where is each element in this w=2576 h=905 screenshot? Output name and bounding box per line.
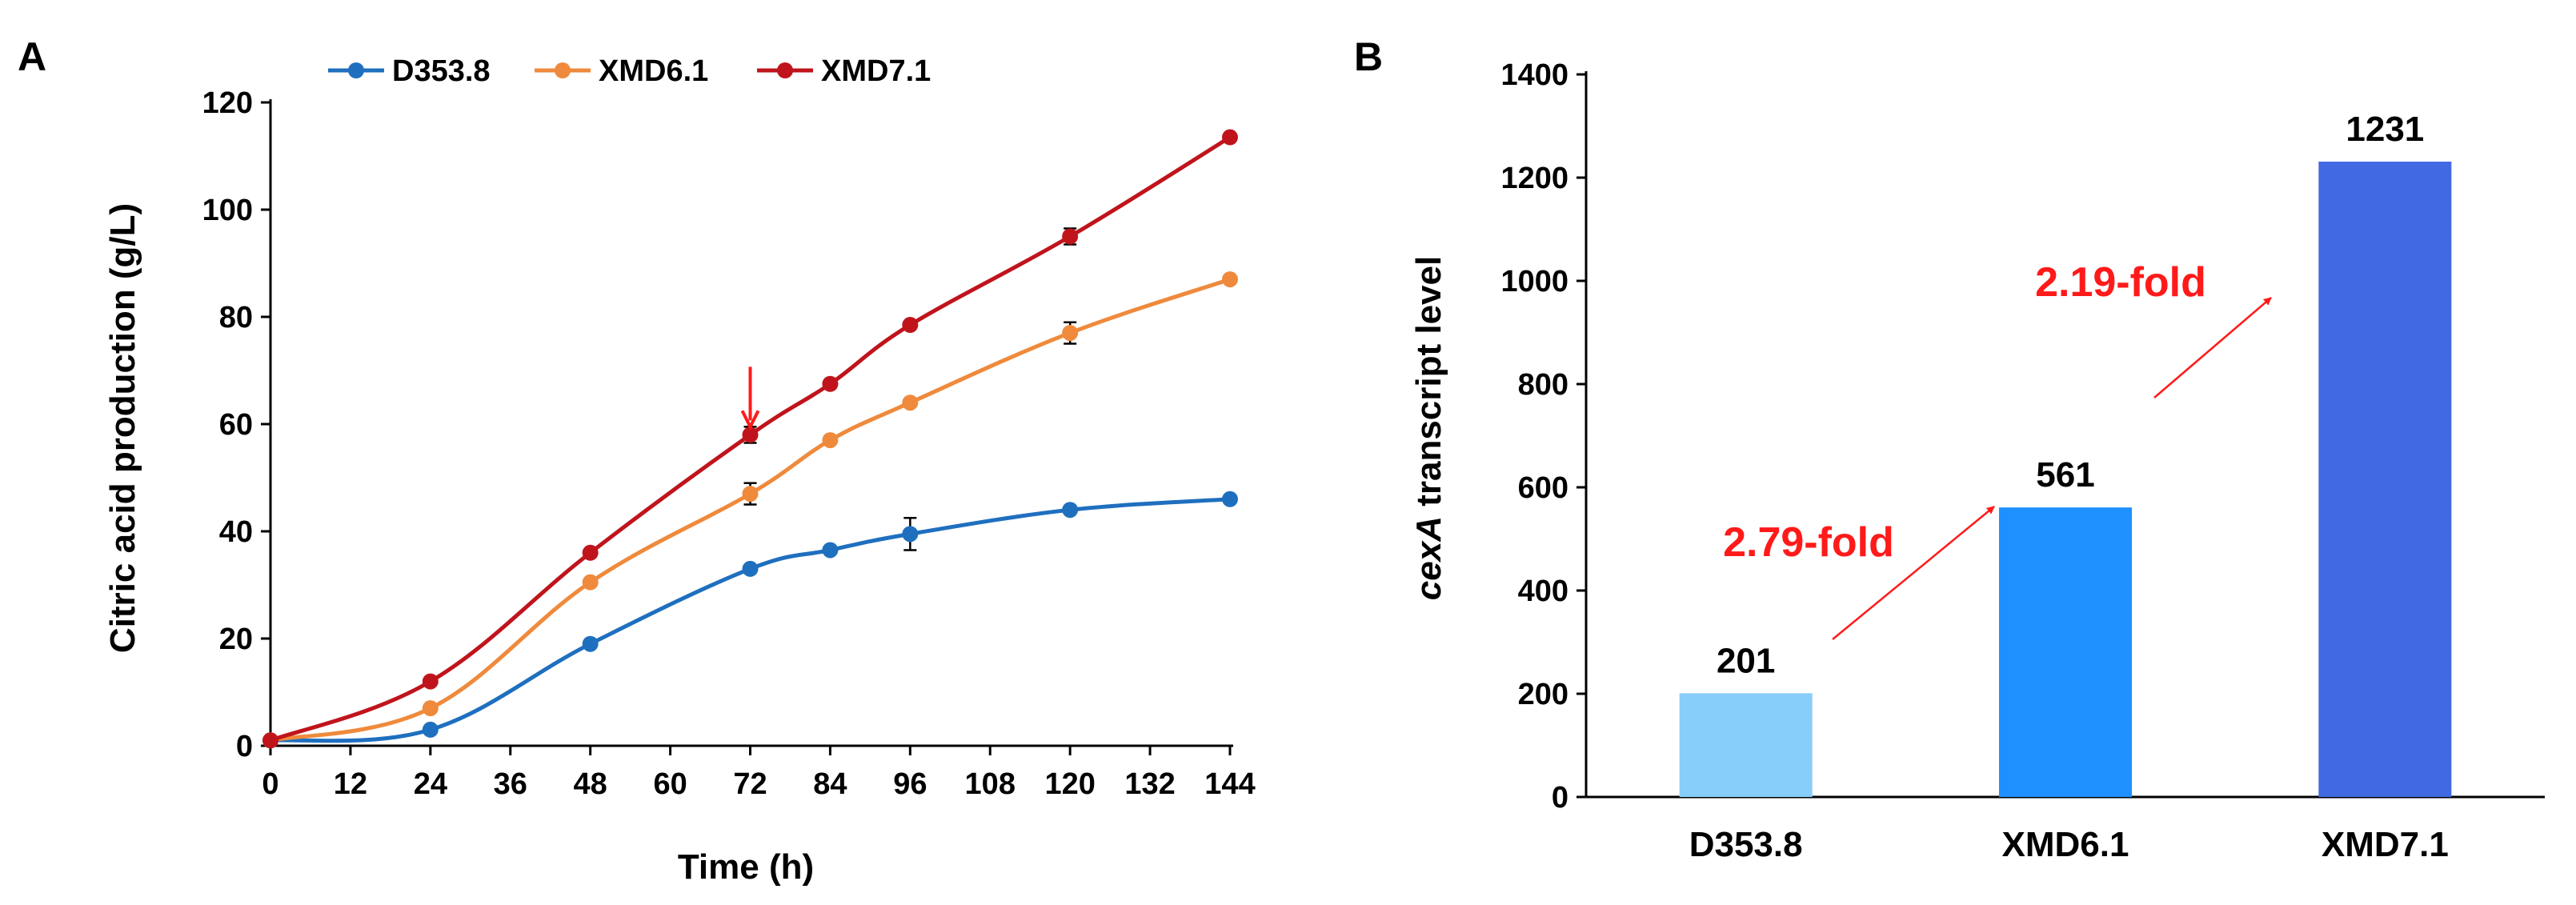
panel-b-x-tick-label: XMD6.1 [2002,825,2129,864]
panel-a-data-point [742,426,759,443]
panel-a-y-tick-label: 80 [219,301,253,334]
panel-b-y-tick-label: 1000 [1500,265,1568,298]
panel-b-x-tick-label: D353.8 [1689,825,1803,864]
fold-change-arrow [1832,506,1995,640]
panel-b-y-tick-label: 400 [1518,575,1568,608]
bar-xmd7-1 [2318,162,2452,797]
panel-a-legend: D353.8 XMD6.1 XMD7.1 [328,54,931,88]
fold-change-label: 2.19-fold [2035,259,2206,306]
panel-a-data-point [822,432,839,449]
panel-a-x-axis-title: Time (h) [678,847,814,887]
panel-a-data-point [582,544,599,561]
panel-a-letter: A [18,34,46,79]
panel-a-y-tick-label: 100 [202,194,253,227]
panel-b-y-tick-label: 1400 [1500,58,1568,92]
panel-a-x-tick-label: 120 [1044,767,1095,801]
panel-a-data-point [1062,228,1079,245]
panel-a-series-line-d353-8 [270,497,1231,743]
panel-a-x-tick-label: 144 [1204,767,1255,801]
panel-a-axes: 0 20 40 60 80 100 120 0 12 24 36 48 60 72 84 96 108 120 13… [202,86,1256,801]
panel-a-data-point [902,317,919,334]
panel-b-y-axis-title: cexA transcript level [1409,256,1448,600]
panel-a-x-tick-label: 36 [494,767,527,801]
panel-a-x-tick-label: 24 [414,767,447,801]
panel-a-x-tick-label: 12 [334,767,367,801]
bar-d353-8 [1679,693,1813,797]
panel-b-y-tick-label: 800 [1518,368,1568,402]
panel-a-x-tick-label: 48 [574,767,607,801]
panel-a-data-point [1062,325,1079,342]
panel-a-data-point [742,560,759,577]
panel-a-data-point [1062,502,1079,519]
panel-b-letter: B [1354,34,1383,79]
panel-b-bars: D353.8 201 XMD6.1 561 XMD7.1 1231 [1679,110,2452,864]
panel-a-data-point [742,486,759,503]
panel-b-x-tick-label: XMD7.1 [2322,825,2449,864]
panel-a-y-tick-label: 40 [219,515,253,549]
panel-a-y-axis-title: Citric acid production (g/L) [103,203,142,653]
panel-b-y-axis-title-rest: transcript level [1409,256,1448,516]
panel-a-data-point [262,732,278,749]
panel-a-data-point [1222,129,1238,146]
panel-a-data-point [422,700,439,717]
panel-a-data-point [822,542,839,559]
panel-a-data-point [822,375,839,392]
panel-a-data-point [582,635,599,652]
bar-value-label: 1231 [2346,110,2424,149]
panel-a-annotation-arrow-head [740,410,760,430]
panel-a-series-line-xmd6-1 [270,277,1231,743]
fold-change-arrow [2153,297,2272,398]
panel-a-x-tick-label: 84 [813,767,847,801]
panel-a-y-tick-label: 60 [219,408,253,442]
panel-a-data-point [422,673,439,690]
panel-b-y-tick-label: 0 [1552,781,1568,815]
panel-a-x-tick-label: 132 [1124,767,1175,801]
panel-b-fold-annotations: 2.79-fold 2.19-fold [1723,259,2272,640]
panel-a-data-point [1222,491,1238,507]
fold-change-label: 2.79-fold [1723,519,1894,566]
panel-a-line-chart: Time (h) Citric acid production (g/L) 0 2… [103,54,1256,887]
legend-marker [777,62,793,78]
panel-b-bar-chart: cexA transcript level 0 200 400 600 800 1000 1… [1409,58,2545,864]
bar-value-label: 561 [2036,455,2094,495]
bar-xmd6-1 [1999,507,2132,797]
legend-label: XMD7.1 [821,54,931,88]
panel-a-data-point [902,394,919,411]
panel-a-y-tick-label: 120 [202,86,253,120]
panel-a-x-tick-label: 60 [653,767,687,801]
panel-b-y-tick-label: 600 [1518,471,1568,505]
panel-a-data-point [902,526,919,543]
legend-marker [348,62,364,78]
panel-a-data-point [422,721,439,738]
legend-label: D353.8 [392,54,491,88]
panel-a-y-tick-label: 0 [236,730,253,763]
panel-a-data-point [582,574,599,591]
panel-b-y-tick-label: 200 [1518,678,1568,711]
panel-a-x-tick-label: 96 [893,767,927,801]
panel-a-y-tick-label: 20 [219,623,253,656]
panel-b-y-axis-title-gene: cexA [1409,516,1448,600]
bar-value-label: 201 [1717,641,1775,680]
panel-a-x-tick-label: 0 [262,767,278,801]
legend-label: XMD6.1 [599,54,708,88]
legend-marker [555,62,571,78]
panel-a-x-tick-label: 72 [733,767,767,801]
panel-a-series [262,129,1238,749]
panel-b-y-tick-label: 1200 [1500,162,1568,195]
panel-a-data-point [1222,271,1238,288]
panel-a-x-tick-label: 108 [965,767,1016,801]
